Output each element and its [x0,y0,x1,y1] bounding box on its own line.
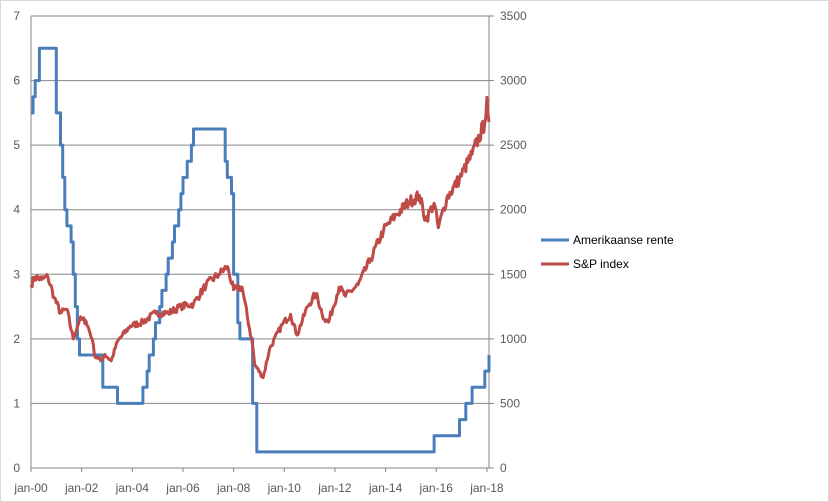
legend: Amerikaanse rente S&P index [541,233,674,271]
y-right-tick-label: 2000 [500,203,527,217]
y-right-tick-label: 1000 [500,332,527,346]
x-tick-label: jan-06 [165,481,200,495]
y-right-tick-label: 2500 [500,138,527,152]
y-left-tick-label: 7 [13,9,20,23]
y-right-axis: 0 500 1000 1500 2000 2500 3000 3500 [489,9,527,475]
x-tick-label: jan-14 [368,481,403,495]
y-left-tick-label: 5 [13,138,20,152]
y-right-tick-label: 1500 [500,267,527,281]
x-tick-label: jan-12 [317,481,352,495]
series-line-1 [29,95,491,380]
x-tick-label: jan-04 [115,481,150,495]
y-right-tick-label: 3500 [500,9,527,23]
y-right-tick-label: 0 [500,461,507,475]
x-tick-label: jan-00 [13,481,48,495]
series-group [29,46,491,454]
y-left-tick-label: 1 [13,396,20,410]
y-right-tick-label: 500 [500,396,520,410]
x-tick-label: jan-18 [469,481,504,495]
x-tick-label: jan-02 [64,481,99,495]
y-left-tick-label: 6 [13,74,20,88]
y-left-tick-label: 2 [13,332,20,346]
axes [30,16,490,469]
legend-label-0: Amerikaanse rente [573,233,674,247]
x-tick-label: jan-16 [419,481,454,495]
y-right-tick-label: 3000 [500,74,527,88]
y-left-tick-label: 4 [13,203,20,217]
x-axis: jan-00 jan-02 jan-04 jan-06 jan-08 jan-10 jan-… [13,468,504,495]
series-line-0 [31,46,491,454]
x-tick-label: jan-10 [267,481,302,495]
gridlines [31,15,489,404]
y-left-tick-label: 0 [13,461,20,475]
x-tick-label: jan-08 [216,481,251,495]
legend-label-1: S&P index [573,257,629,271]
y-left-tick-label: 3 [13,267,20,281]
y-left-axis: 0 1 2 3 4 5 6 7 [13,9,20,475]
